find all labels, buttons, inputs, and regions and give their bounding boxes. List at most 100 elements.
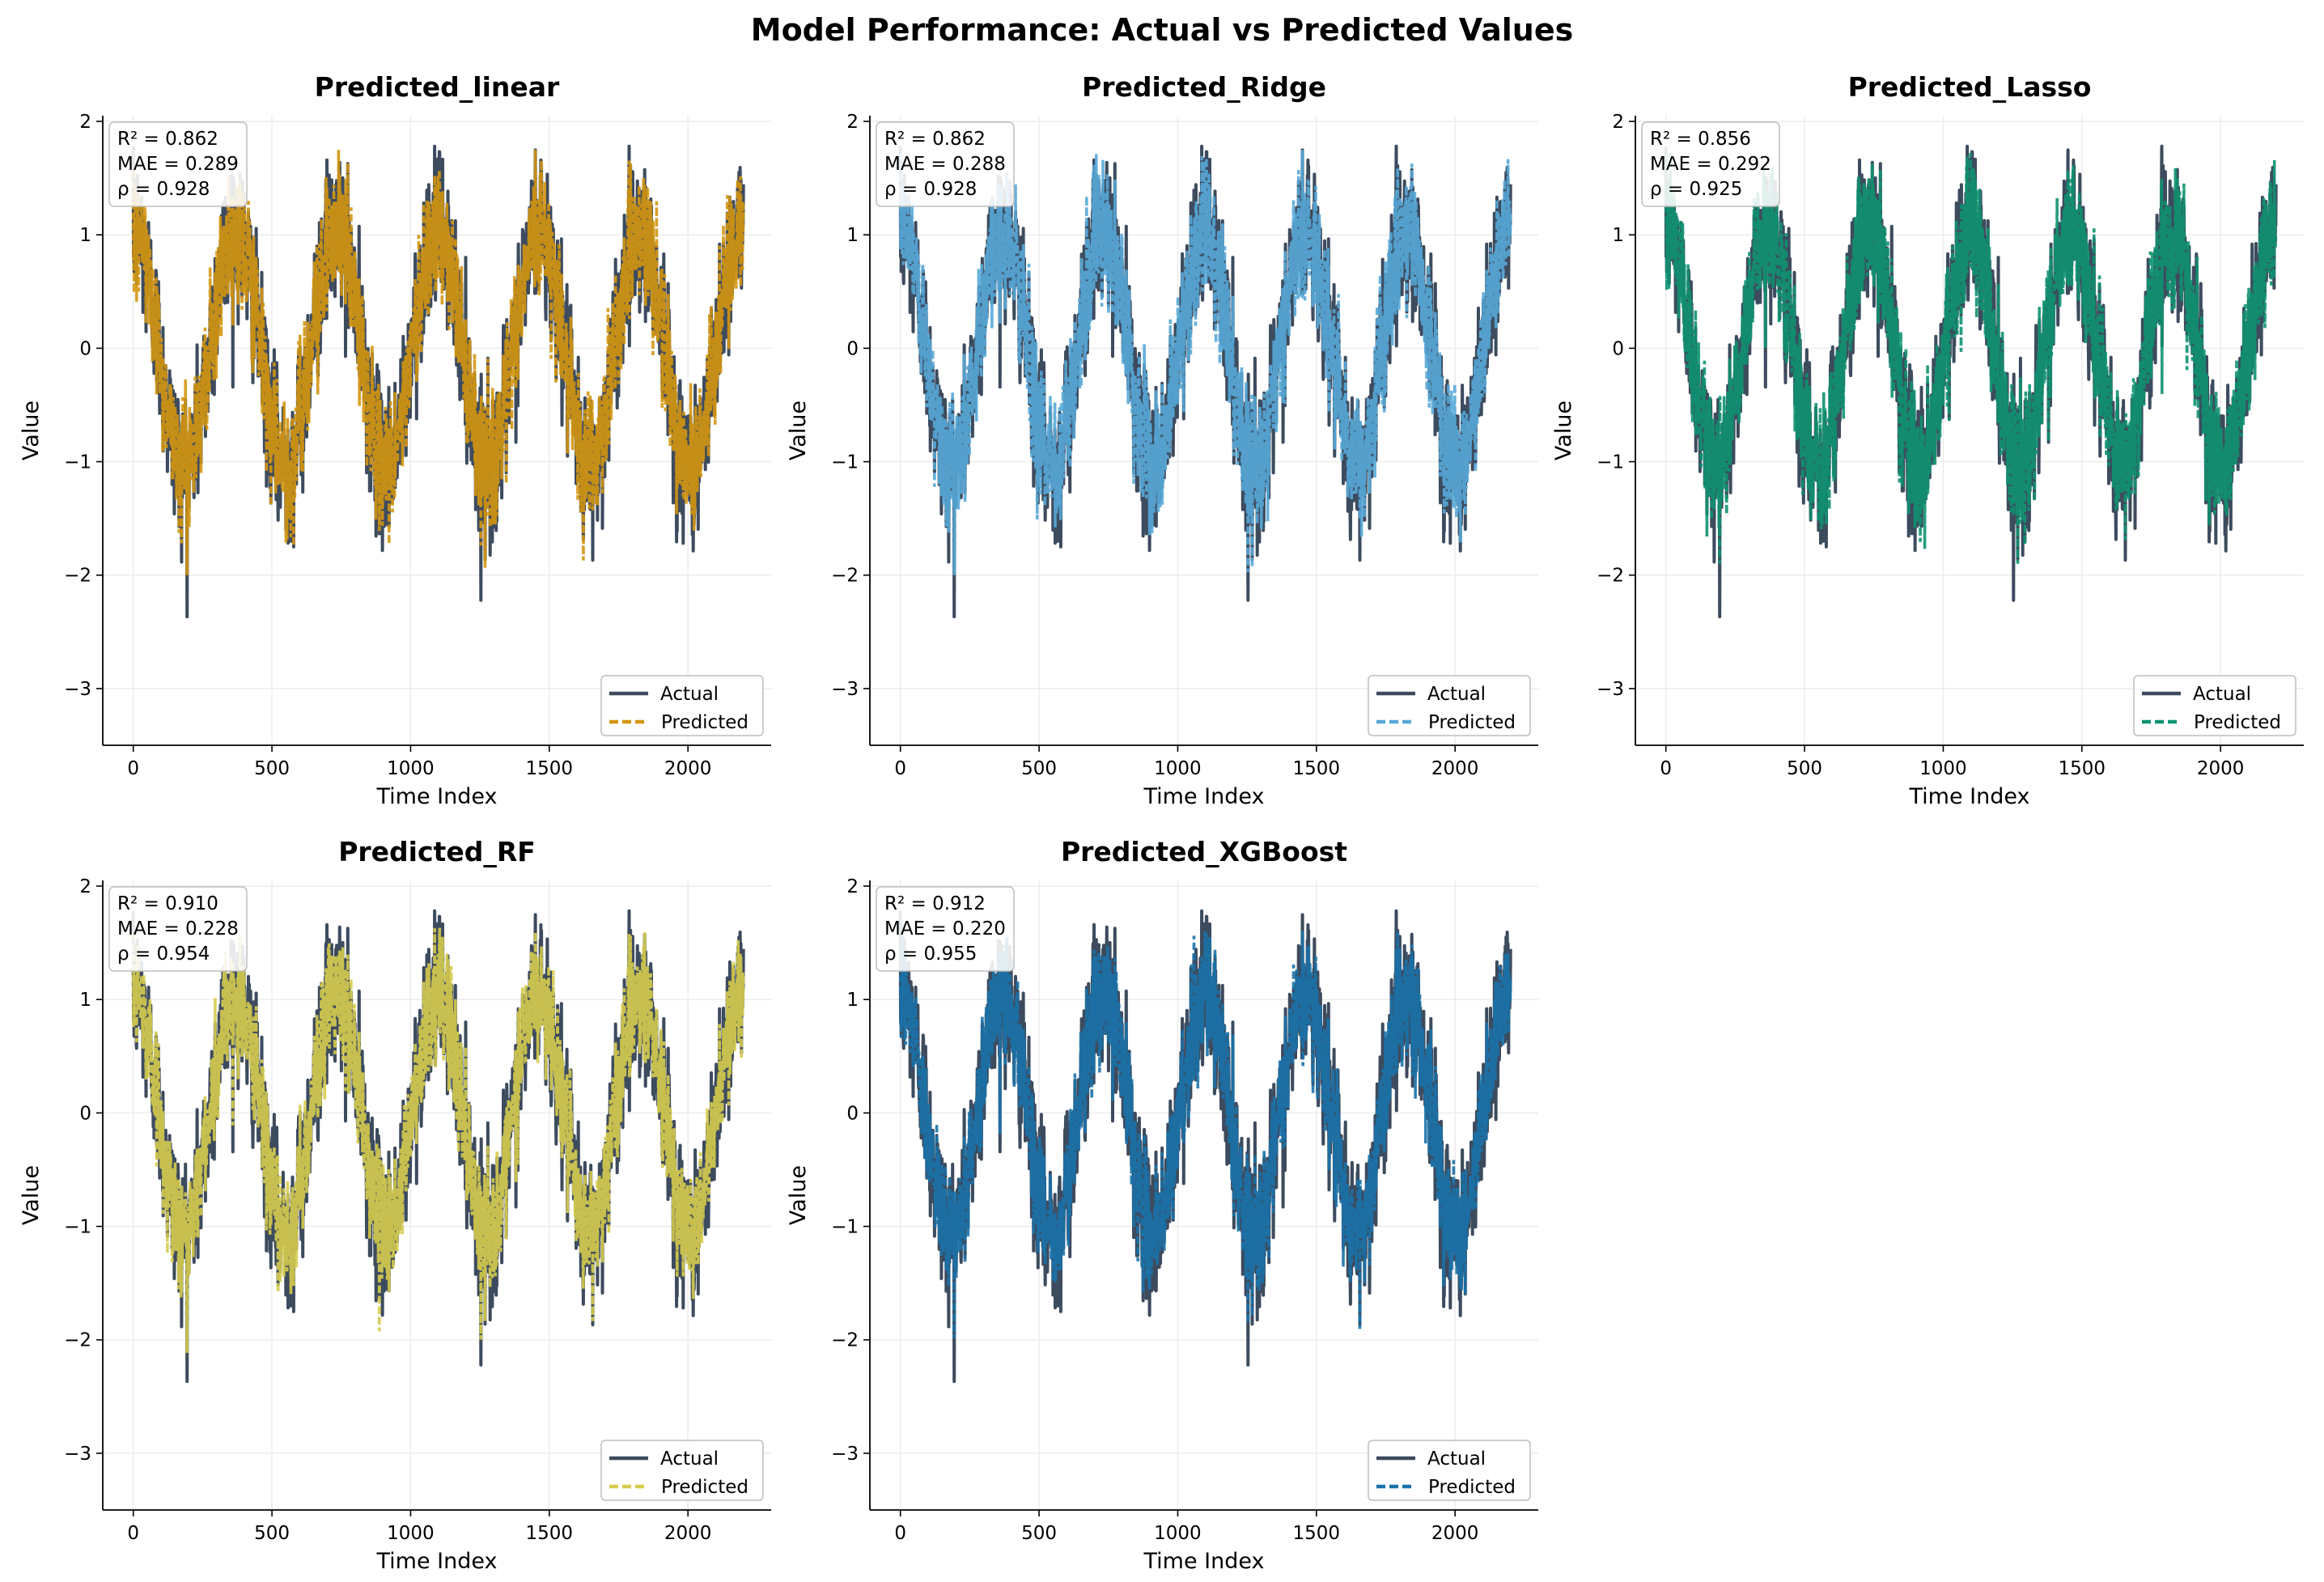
x-axis-label: Time Index bbox=[376, 1549, 498, 1574]
legend-label-actual: Actual bbox=[1427, 1448, 1486, 1470]
x-axis-label: Time Index bbox=[1143, 1549, 1265, 1574]
x-axis-label: Time Index bbox=[1143, 784, 1265, 809]
x-tick-label: 1500 bbox=[1293, 1523, 1341, 1544]
legend-label-predicted: Predicted bbox=[2194, 712, 2281, 733]
x-axis-label: Time Index bbox=[1909, 784, 2030, 809]
legend: Actual Predicted bbox=[600, 675, 764, 736]
x-tick-label: 1500 bbox=[526, 1523, 574, 1544]
stats-line: ρ = 0.955 bbox=[884, 944, 977, 965]
stats-box bbox=[1641, 121, 1780, 207]
stats-line: R² = 0.856 bbox=[1650, 129, 1751, 150]
x-tick-label: 0 bbox=[894, 1523, 906, 1544]
stats-line: R² = 0.862 bbox=[117, 129, 218, 150]
y-tick-label: 2 bbox=[846, 876, 859, 897]
legend: Actual Predicted bbox=[1368, 1440, 1531, 1501]
y-tick-label: 2 bbox=[1612, 112, 1624, 133]
x-tick-label: 1500 bbox=[526, 758, 574, 779]
series-line-predicted bbox=[131, 150, 745, 575]
figure-title: Model Performance: Actual vs Predicted V… bbox=[751, 12, 1574, 48]
x-tick-label: 1000 bbox=[1919, 758, 1967, 779]
x-tick-label: 500 bbox=[254, 758, 290, 779]
x-tick-label: 1500 bbox=[1293, 758, 1341, 779]
stats-box bbox=[108, 121, 248, 207]
stats-box bbox=[876, 886, 1015, 972]
y-tick-label: 1 bbox=[846, 225, 859, 246]
y-tick-label: 1 bbox=[79, 225, 91, 246]
series-group bbox=[898, 144, 1512, 619]
y-axis-label: Value bbox=[19, 1165, 44, 1225]
legend-label-predicted: Predicted bbox=[1428, 712, 1516, 733]
x-tick-label: 1000 bbox=[387, 1523, 435, 1544]
stats-box bbox=[108, 886, 248, 972]
x-tick-label: 1500 bbox=[2059, 758, 2106, 779]
y-tick-label: −2 bbox=[1597, 566, 1624, 587]
legend-label-actual: Actual bbox=[660, 1448, 719, 1470]
y-tick-label: −2 bbox=[64, 566, 91, 587]
stats-line: R² = 0.910 bbox=[117, 893, 218, 914]
x-tick-label: 2000 bbox=[1431, 758, 1479, 779]
series-line-predicted bbox=[898, 923, 1512, 1338]
subplot-title: Predicted_Ridge bbox=[1082, 71, 1326, 103]
subplot-predicted-xgboost: 0 500 1000 1500 2000 −3 −2 −1 0 1 2 Predicted_XGBoo… bbox=[786, 836, 1538, 1574]
legend: Actual Predicted bbox=[2133, 675, 2296, 736]
y-tick-label: 0 bbox=[846, 338, 859, 359]
stats-line: MAE = 0.220 bbox=[884, 918, 1006, 939]
y-tick-label: −3 bbox=[64, 679, 91, 700]
x-tick-label: 1000 bbox=[1154, 1523, 1202, 1544]
stats-line: MAE = 0.288 bbox=[884, 154, 1006, 175]
legend-label-predicted: Predicted bbox=[1428, 1477, 1516, 1498]
y-tick-label: −3 bbox=[831, 679, 859, 700]
y-tick-label: −1 bbox=[831, 1217, 859, 1238]
subplot-title: Predicted_RF bbox=[338, 836, 536, 867]
legend-label-actual: Actual bbox=[1427, 684, 1486, 705]
stats-line: R² = 0.912 bbox=[884, 893, 986, 914]
x-tick-label: 2000 bbox=[664, 1523, 712, 1544]
stats-line: R² = 0.862 bbox=[884, 129, 986, 150]
stats-box bbox=[876, 121, 1015, 207]
y-tick-label: 2 bbox=[79, 112, 91, 133]
legend-label-actual: Actual bbox=[2193, 684, 2251, 705]
stats-line: ρ = 0.928 bbox=[884, 179, 977, 200]
y-tick-label: 0 bbox=[846, 1103, 859, 1124]
y-axis-label: Value bbox=[1551, 401, 1576, 460]
x-tick-label: 1000 bbox=[1154, 758, 1202, 779]
y-tick-label: −2 bbox=[64, 1330, 91, 1351]
y-axis-label: Value bbox=[19, 401, 44, 460]
x-axis-label: Time Index bbox=[376, 784, 498, 809]
y-tick-label: −3 bbox=[64, 1444, 91, 1465]
legend: Actual Predicted bbox=[600, 1440, 764, 1501]
series-group bbox=[1664, 144, 2278, 619]
subplot-predicted-linear: 0 500 1000 1500 2000 −3 −2 −1 0 1 2 Predicted_linea… bbox=[19, 71, 771, 809]
y-tick-label: 1 bbox=[79, 990, 91, 1011]
x-tick-label: 0 bbox=[894, 758, 906, 779]
x-tick-label: 500 bbox=[1021, 758, 1057, 779]
y-tick-label: −2 bbox=[831, 566, 859, 587]
x-tick-label: 1000 bbox=[387, 758, 435, 779]
subplot-predicted-lasso: 0 500 1000 1500 2000 −3 −2 −1 0 1 2 Predicted_Lasso… bbox=[1551, 71, 2304, 809]
y-tick-label: 2 bbox=[79, 876, 91, 897]
series-group bbox=[131, 144, 745, 619]
subplot-grid: 0 500 1000 1500 2000−3−2−1012Predicted_linea… bbox=[19, 71, 2304, 1574]
y-tick-label: 2 bbox=[846, 112, 859, 133]
legend-label-actual: Actual bbox=[660, 684, 719, 705]
legend-label-predicted: Predicted bbox=[661, 712, 749, 733]
x-tick-label: 500 bbox=[1021, 1523, 1057, 1544]
y-tick-label: −1 bbox=[64, 1217, 91, 1238]
stats-line: ρ = 0.954 bbox=[117, 944, 210, 965]
series-group bbox=[131, 909, 745, 1384]
subplot-title: Predicted_Lasso bbox=[1848, 71, 2092, 103]
x-tick-label: 0 bbox=[1660, 758, 1672, 779]
stats-line: ρ = 0.925 bbox=[1650, 179, 1742, 200]
y-tick-label: −1 bbox=[1597, 452, 1624, 473]
stats-line: MAE = 0.228 bbox=[117, 918, 239, 939]
x-tick-label: 0 bbox=[127, 1523, 139, 1544]
x-tick-label: 2000 bbox=[2197, 758, 2245, 779]
x-tick-label: 2000 bbox=[664, 758, 712, 779]
subplot-title: Predicted_linear bbox=[315, 71, 560, 103]
series-line-predicted bbox=[898, 150, 1512, 575]
x-tick-label: 500 bbox=[254, 1523, 290, 1544]
legend-label-predicted: Predicted bbox=[661, 1477, 749, 1498]
subplot-title: Predicted_XGBoost bbox=[1061, 836, 1347, 867]
y-tick-label: 1 bbox=[1612, 225, 1624, 246]
series-line-predicted bbox=[131, 927, 745, 1353]
